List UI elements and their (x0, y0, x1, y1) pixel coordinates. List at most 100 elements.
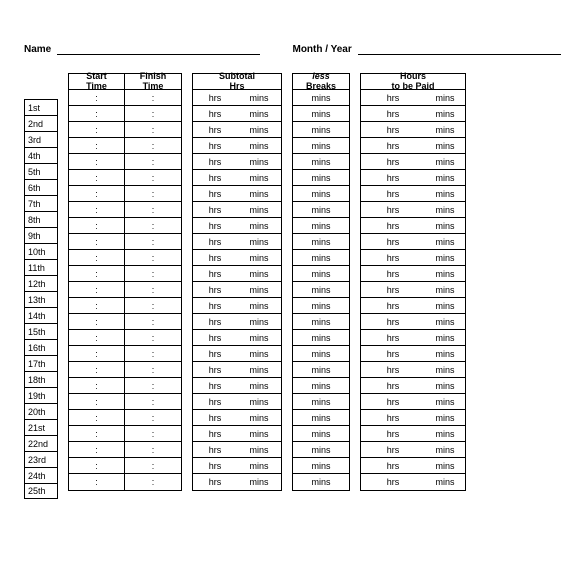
subtotal-mins-cell: mins (237, 426, 281, 441)
paid-hrs-cell: hrs (361, 362, 425, 377)
subtotal-mins-cell: mins (237, 410, 281, 425)
finish-time-cell: : (125, 154, 181, 169)
paid-hrs-cell: hrs (361, 346, 425, 361)
subtotal-row: hrsmins (193, 122, 281, 138)
time-row: :: (69, 202, 181, 218)
time-row: :: (69, 170, 181, 186)
paid-mins-cell: mins (425, 90, 465, 105)
time-row: :: (69, 250, 181, 266)
subtotal-row: hrsmins (193, 106, 281, 122)
grid: 1st2nd3rd4th5th6th7th8th9th10th11th12th1… (24, 73, 561, 499)
subtotal-mins-cell: mins (237, 154, 281, 169)
subtotal-hrs-cell: hrs (193, 346, 237, 361)
paid-row: hrsmins (361, 234, 465, 250)
paid-header: Hours to be Paid (361, 74, 465, 89)
start-time-cell: : (69, 314, 125, 329)
subtotal-row: hrsmins (193, 298, 281, 314)
subtotal-mins-cell: mins (237, 346, 281, 361)
subtotal-row: hrsmins (193, 330, 281, 346)
breaks-mins-cell: mins (293, 410, 349, 425)
paid-row: hrsmins (361, 122, 465, 138)
day-label: 2nd (24, 115, 58, 131)
time-row: :: (69, 186, 181, 202)
finish-time-cell: : (125, 378, 181, 393)
subtotal-hrs-cell: hrs (193, 410, 237, 425)
day-label: 18th (24, 371, 58, 387)
start-time-header: Start Time (69, 74, 125, 89)
paid-row: hrsmins (361, 154, 465, 170)
start-time-cell: : (69, 410, 125, 425)
subtotal-hrs-cell: hrs (193, 330, 237, 345)
subtotal-row: hrsmins (193, 442, 281, 458)
subtotal-row: hrsmins (193, 218, 281, 234)
start-time-cell: : (69, 234, 125, 249)
time-row: :: (69, 346, 181, 362)
paid-row: hrsmins (361, 378, 465, 394)
paid-mins-cell: mins (425, 186, 465, 201)
finish-time-cell: : (125, 218, 181, 233)
start-time-cell: : (69, 106, 125, 121)
paid-mins-cell: mins (425, 170, 465, 185)
finish-time-cell: : (125, 122, 181, 137)
subtotal-mins-cell: mins (237, 250, 281, 265)
breaks-row: mins (293, 202, 349, 218)
paid-mins-cell: mins (425, 442, 465, 457)
header-line: Name Month / Year (24, 44, 561, 55)
paid-header-row: Hours to be Paid (361, 74, 465, 90)
time-row: :: (69, 138, 181, 154)
subtotal-mins-cell: mins (237, 138, 281, 153)
paid-mins-cell: mins (425, 298, 465, 313)
breaks-row: mins (293, 90, 349, 106)
paid-mins-cell: mins (425, 266, 465, 281)
start-time-cell: : (69, 458, 125, 473)
paid-row: hrsmins (361, 138, 465, 154)
day-label: 9th (24, 227, 58, 243)
subtotal-hrs-cell: hrs (193, 362, 237, 377)
day-label: 16th (24, 339, 58, 355)
breaks-row: mins (293, 378, 349, 394)
month-year-underline (358, 45, 561, 55)
breaks-mins-cell: mins (293, 218, 349, 233)
subtotal-hrs-cell: hrs (193, 266, 237, 281)
subtotal-hrs-cell: hrs (193, 314, 237, 329)
time-row: :: (69, 410, 181, 426)
time-header-row: Start Time Finish Time (69, 74, 181, 90)
breaks-mins-cell: mins (293, 122, 349, 137)
day-label: 5th (24, 163, 58, 179)
day-label: 19th (24, 387, 58, 403)
day-label: 1st (24, 99, 58, 115)
start-time-cell: : (69, 442, 125, 457)
paid-hrs-cell: hrs (361, 378, 425, 393)
subtotal-mins-cell: mins (237, 122, 281, 137)
subtotal-mins-cell: mins (237, 186, 281, 201)
breaks-row: mins (293, 218, 349, 234)
finish-time-cell: : (125, 202, 181, 217)
subtotal-hrs-cell: hrs (193, 90, 237, 105)
paid-mins-cell: mins (425, 122, 465, 137)
subtotal-row: hrsmins (193, 90, 281, 106)
paid-mins-cell: mins (425, 346, 465, 361)
day-label: 4th (24, 147, 58, 163)
start-time-cell: : (69, 250, 125, 265)
paid-row: hrsmins (361, 426, 465, 442)
paid-row: hrsmins (361, 218, 465, 234)
day-label: 22nd (24, 435, 58, 451)
paid-row: hrsmins (361, 394, 465, 410)
subtotal-hrs-cell: hrs (193, 234, 237, 249)
subtotal-header: Subtotal Hrs (193, 74, 281, 89)
breaks-row: mins (293, 362, 349, 378)
time-row: :: (69, 106, 181, 122)
subtotal-mins-cell: mins (237, 170, 281, 185)
subtotal-row: hrsmins (193, 394, 281, 410)
paid-hrs-cell: hrs (361, 394, 425, 409)
day-label: 7th (24, 195, 58, 211)
name-underline (57, 45, 260, 55)
finish-time-cell: : (125, 138, 181, 153)
subtotal-mins-cell: mins (237, 282, 281, 297)
finish-time-cell: : (125, 298, 181, 313)
subtotal-hrs-cell: hrs (193, 250, 237, 265)
paid-hrs-cell: hrs (361, 410, 425, 425)
finish-time-cell: : (125, 234, 181, 249)
start-time-cell: : (69, 170, 125, 185)
time-row: :: (69, 266, 181, 282)
